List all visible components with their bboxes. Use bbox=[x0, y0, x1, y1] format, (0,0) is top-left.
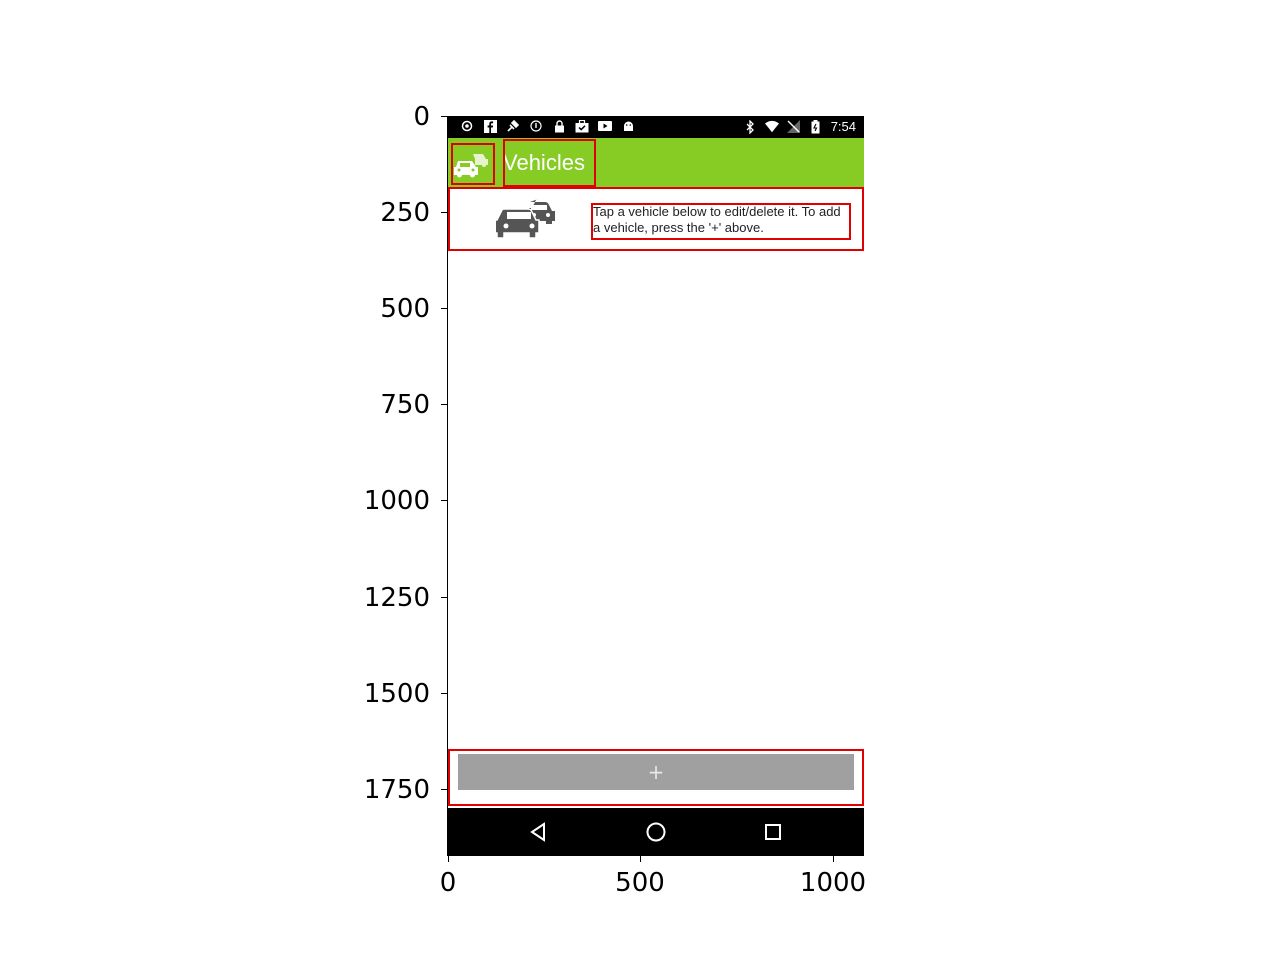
status-right-icons: 7:54 bbox=[743, 119, 856, 134]
recents-icon[interactable] bbox=[761, 820, 785, 844]
y-tick-label: 1250 bbox=[363, 583, 430, 613]
bluetooth-icon bbox=[743, 119, 757, 134]
satellite-icon bbox=[506, 119, 520, 133]
y-tick-label: 250 bbox=[380, 198, 430, 228]
page-title: Vehicles bbox=[503, 150, 585, 175]
back-icon[interactable] bbox=[527, 820, 551, 844]
x-tick bbox=[833, 856, 834, 862]
x-tick bbox=[448, 856, 449, 862]
battery-icon bbox=[809, 119, 823, 134]
y-tick bbox=[441, 404, 447, 405]
y-axis-line bbox=[447, 116, 448, 855]
y-tick-label: 500 bbox=[380, 294, 430, 324]
no-signal-icon bbox=[787, 120, 801, 134]
notification-dot-icon bbox=[460, 119, 474, 133]
y-tick bbox=[441, 500, 447, 501]
status-left-icons bbox=[460, 119, 635, 133]
navigation-bar bbox=[448, 808, 864, 855]
x-tick bbox=[640, 856, 641, 862]
android-icon bbox=[621, 119, 635, 133]
y-tick bbox=[441, 789, 447, 790]
x-tick-label: 1000 bbox=[799, 868, 867, 898]
cars-icon bbox=[493, 199, 558, 243]
add-vehicle-button[interactable]: + bbox=[458, 754, 854, 790]
y-tick-label: 750 bbox=[380, 390, 430, 420]
x-tick-label: 0 bbox=[439, 868, 457, 898]
y-tick bbox=[441, 693, 447, 694]
instructions-text: Tap a vehicle below to edit/delete it. T… bbox=[593, 204, 841, 235]
app-bar: Vehicles bbox=[448, 138, 864, 189]
y-tick-label: 1750 bbox=[363, 775, 430, 805]
phone-screen: 7:54 Vehicles bbox=[448, 116, 864, 855]
status-bar: 7:54 bbox=[448, 116, 864, 138]
y-tick-label: 0 bbox=[413, 102, 430, 132]
home-icon[interactable] bbox=[644, 820, 668, 844]
wifi-icon bbox=[764, 120, 779, 134]
y-tick bbox=[441, 597, 447, 598]
y-tick-label: 1000 bbox=[363, 486, 430, 516]
briefcase-check-icon bbox=[575, 119, 589, 133]
cars-icon[interactable] bbox=[452, 144, 492, 184]
add-vehicle-area: + bbox=[448, 750, 864, 806]
info-icon bbox=[529, 119, 543, 133]
facebook-icon bbox=[483, 119, 497, 133]
status-time: 7:54 bbox=[830, 119, 856, 134]
y-tick-label: 1500 bbox=[363, 679, 430, 709]
vehicle-list[interactable] bbox=[448, 250, 864, 750]
lock-icon bbox=[552, 119, 566, 133]
y-tick bbox=[441, 308, 447, 309]
y-tick bbox=[441, 116, 447, 117]
x-tick-label: 500 bbox=[615, 868, 665, 898]
x-axis-line bbox=[447, 855, 864, 856]
youtube-icon bbox=[598, 119, 612, 133]
instructions-header: Tap a vehicle below to edit/delete it. T… bbox=[448, 189, 864, 250]
y-tick bbox=[441, 212, 447, 213]
